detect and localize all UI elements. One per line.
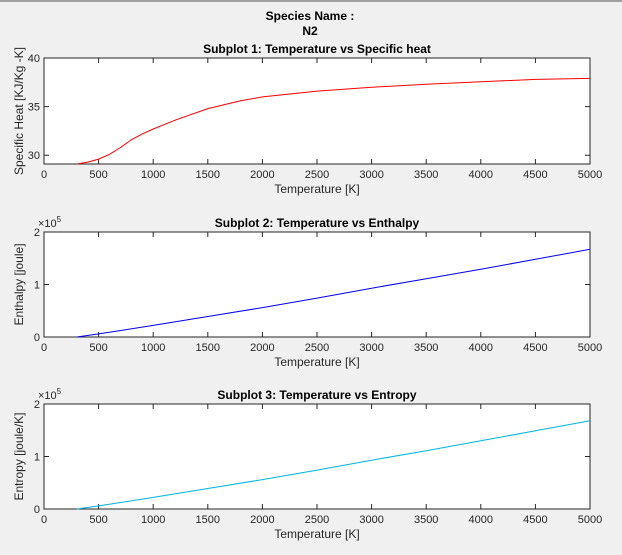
y-axis-label: Enthalpy [joule] [12,243,26,325]
axes-box [43,231,591,338]
y-axis-label: Entropy [joule/K] [12,412,26,500]
subplot-title: Subplot 2: Temperature vs Enthalpy [215,216,420,230]
exponent-base: ×10 [38,390,57,402]
x-tick-label: 0 [41,514,47,526]
x-tick-label: 5000 [578,342,602,354]
figure-title-line2: N2 [302,24,318,38]
x-tick-label: 3500 [414,342,438,354]
y-tick-label: 1 [34,280,40,292]
x-tick-label: 0 [41,342,47,354]
x-tick-label: 3500 [414,514,438,526]
x-tick-label: 3000 [359,514,383,526]
exponent-power: 5 [57,387,62,396]
x-tick-label: 500 [89,169,107,181]
y-tick-label: 40 [28,53,40,65]
x-tick-label: 4000 [469,342,493,354]
subplot-title: Subplot 1: Temperature vs Specific heat [203,42,431,56]
y-axis-label: Specific Heat [KJ/Kg -K] [12,47,26,175]
x-tick-label: 2500 [305,342,329,354]
y-tick-label: 0 [34,504,40,516]
y-tick-label: 1 [34,452,40,464]
x-tick-label: 1000 [141,169,165,181]
x-tick-label: 1000 [141,514,165,526]
x-tick-label: 1500 [196,342,220,354]
x-tick-label: 2000 [250,342,274,354]
y-tick-label: 30 [28,150,40,162]
x-tick-label: 4000 [469,514,493,526]
x-tick-label: 4000 [469,169,493,181]
x-tick-label: 2500 [305,169,329,181]
exponent-base: ×10 [38,218,57,230]
y-tick-label: 35 [28,102,40,114]
x-tick-label: 0 [41,169,47,181]
series-line [76,77,591,165]
axes-box [43,403,591,510]
subplot-3: Subplot 3: Temperature vs Entropy 0 500 100… [12,387,602,541]
x-tick-label: 500 [89,342,107,354]
x-axis-label: Temperature [K] [274,527,359,541]
x-tick-label: 1500 [196,514,220,526]
x-tick-label: 3000 [359,169,383,181]
x-tick-label: 2500 [305,514,329,526]
x-axis-label: Temperature [K] [274,182,359,196]
x-tick-label: 500 [89,514,107,526]
x-tick-label: 1500 [196,169,220,181]
x-tick-label: 5000 [578,514,602,526]
x-tick-label: 1000 [141,342,165,354]
x-tick-label: 2000 [250,514,274,526]
y-tick-label: 2 [34,227,40,239]
subplot-title: Subplot 3: Temperature vs Entropy [217,388,416,402]
x-tick-label: 4500 [523,514,547,526]
x-tick-label: 4500 [523,169,547,181]
x-tick-label: 3000 [359,342,383,354]
figure-title-line1: Species Name : [266,9,355,23]
subplot-1: Subplot 1: Temperature vs Specific heat 0… [12,42,602,196]
series-line [76,420,591,510]
y-tick-label: 0 [34,332,40,344]
x-tick-label: 4500 [523,342,547,354]
y-tick-label: 2 [34,399,40,411]
series-line [76,248,591,338]
y-exponent-label: ×105 [38,215,62,230]
x-tick-label: 2000 [250,169,274,181]
x-tick-label: 5000 [578,169,602,181]
x-tick-label: 3500 [414,169,438,181]
axes-box [43,57,591,165]
y-exponent-label: ×105 [38,387,62,402]
x-axis-label: Temperature [K] [274,355,359,369]
exponent-power: 5 [57,215,62,224]
